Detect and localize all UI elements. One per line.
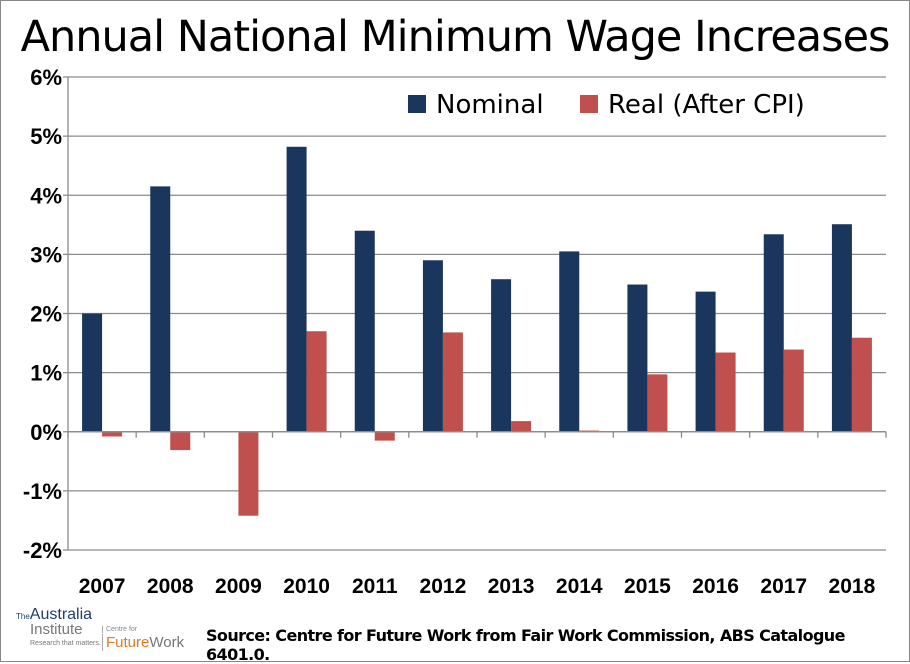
- chart-title: Annual National Minimum Wage Increases: [20, 12, 891, 62]
- bar-real-2013: [511, 421, 532, 432]
- x-tick-label: 2013: [488, 575, 535, 598]
- y-tick-label: 3%: [30, 242, 62, 267]
- y-tick-label: 4%: [30, 183, 62, 208]
- x-tick-label: 2014: [556, 575, 603, 598]
- bar-nominal-2014: [559, 251, 580, 432]
- bar-nominal-2015: [627, 284, 648, 432]
- bar-real-2016: [715, 352, 736, 432]
- x-tick-label: 2017: [760, 575, 807, 598]
- x-tick-label: 2011: [352, 575, 398, 598]
- x-tick-label: 2018: [829, 575, 876, 598]
- y-tick-label: -2%: [23, 538, 62, 563]
- logo-institute: Institute: [30, 621, 83, 638]
- legend-label-real: Real (After CPI): [608, 90, 805, 120]
- bar-nominal-2007: [82, 313, 103, 432]
- x-tick-label: 2010: [283, 575, 330, 598]
- y-tick-label: 6%: [30, 65, 62, 90]
- bar-nominal-2008: [150, 186, 171, 432]
- australia-institute-logo: TheAustralia Institute Research that mat…: [16, 606, 184, 654]
- logo-future: Future: [106, 634, 150, 651]
- bar-real-2017: [783, 349, 804, 432]
- bar-real-2018: [851, 337, 872, 432]
- logo-centre-for: Centre for: [102, 626, 137, 633]
- legend-label-nominal: Nominal: [436, 90, 544, 120]
- x-tick-label: 2009: [215, 575, 262, 598]
- logo-tagline: Research that matters.: [30, 640, 101, 647]
- x-tick-label: 2015: [624, 575, 671, 598]
- bar-nominal-2017: [763, 234, 784, 432]
- y-tick-label: 5%: [30, 124, 62, 149]
- bar-real-2011: [374, 431, 395, 441]
- y-tick-label: 0%: [30, 420, 62, 445]
- legend-swatch-real: [580, 95, 598, 113]
- y-tick-label: -1%: [23, 479, 62, 504]
- bar-nominal-2012: [422, 260, 443, 432]
- bar-real-2009: [238, 431, 259, 516]
- bar-nominal-2016: [695, 291, 716, 432]
- y-tick-label: 1%: [30, 361, 62, 386]
- bar-real-2008: [170, 431, 191, 451]
- source-note: Source: Centre for Future Work from Fair…: [206, 626, 845, 664]
- logo-work: Work: [149, 634, 185, 651]
- x-tick-label: 2007: [79, 575, 126, 598]
- bar-real-2012: [442, 332, 463, 432]
- x-tick-label: 2008: [147, 575, 194, 598]
- bar-nominal-2013: [491, 279, 512, 432]
- bar-real-2015: [647, 374, 668, 432]
- bar-nominal-2018: [831, 224, 852, 432]
- bar-nominal-2010: [286, 146, 307, 432]
- bar-real-2007: [102, 431, 123, 437]
- bar-nominal-2011: [354, 230, 375, 432]
- x-tick-label: 2012: [420, 575, 467, 598]
- x-tick-label: 2016: [692, 575, 739, 598]
- logo-australia: Australia: [29, 606, 93, 623]
- y-tick-label: 2%: [30, 302, 62, 327]
- bar-real-2010: [306, 331, 327, 432]
- legend-swatch-nominal: [408, 95, 426, 113]
- logo-the: The: [16, 612, 30, 621]
